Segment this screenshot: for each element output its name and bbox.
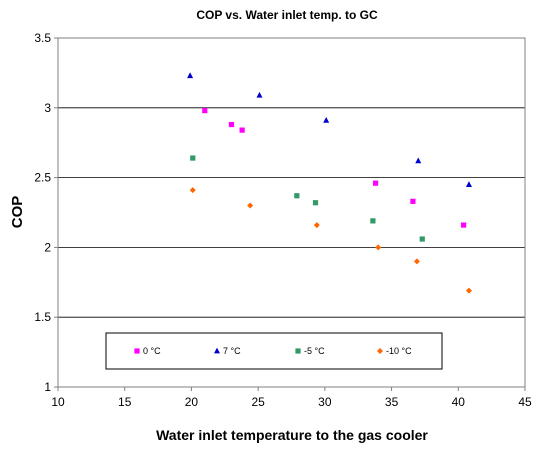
data-point [256,91,263,98]
data-point [419,236,425,242]
x-tick-label: 40 [452,395,466,409]
data-point [323,116,330,123]
series-0 [202,107,467,228]
y-tick-label: 2 [44,240,51,254]
data-point [239,127,245,133]
data-point [202,107,208,114]
y-tick-label: 3.5 [34,31,51,45]
x-tick-label: 10 [51,395,65,409]
legend-label: 7 °C [223,346,241,356]
x-tick-label: 15 [118,395,132,409]
x-tick-label: 45 [518,395,532,409]
y-tick-label: 3 [44,101,51,115]
data-points [187,72,472,294]
legend-box [105,332,443,370]
chart-title: COP vs. Water inlet temp. to GC [196,8,378,22]
y-axis-title: COP [9,196,26,229]
x-axis-ticks: 10 15 20 25 30 35 40 45 [51,387,532,409]
data-point [465,181,472,187]
data-point [370,218,376,224]
legend-marker [134,348,140,354]
series-1 [187,72,472,187]
legend-label: -10 °C [386,346,412,356]
series-3 [189,187,472,294]
y-tick-label: 2.5 [34,171,51,185]
data-point [413,258,420,265]
data-point [313,222,320,229]
x-tick-label: 20 [185,395,199,409]
plot-area-border [57,37,526,388]
x-axis-title: Water inlet temperature to the gas coole… [156,427,428,443]
series-2 [190,155,425,242]
data-point [375,244,382,251]
data-point [372,180,379,186]
data-point [410,198,416,204]
data-point [415,157,422,164]
x-tick-label: 25 [251,395,265,409]
legend: 0 °C 7 °C -5 °C -10 °C [105,332,443,370]
legend-marker [214,347,220,354]
data-point [294,193,300,199]
data-point [187,72,194,79]
y-axis-ticks: 1 1.5 2 2.5 3 3.5 [34,31,58,394]
data-point [190,155,196,161]
data-point [247,202,254,209]
legend-label: -5 °C [304,346,325,356]
legend-marker [377,348,383,354]
data-point [465,287,472,294]
y-tick-label: 1 [44,380,51,394]
data-point [312,200,319,206]
x-tick-label: 35 [385,395,399,409]
data-point [189,187,196,194]
data-point [461,222,467,228]
legend-marker [295,348,301,354]
data-point [228,121,235,128]
y-tick-label: 1.5 [34,310,51,324]
legend-label: 0 °C [143,346,161,356]
x-tick-label: 30 [318,395,332,409]
